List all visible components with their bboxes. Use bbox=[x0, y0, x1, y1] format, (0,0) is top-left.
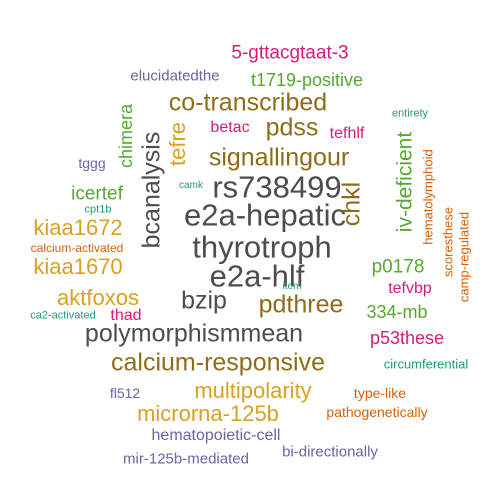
cloud-word: pdss bbox=[265, 113, 319, 142]
cloud-word: t1719-positive bbox=[250, 70, 364, 90]
cloud-word: bi-directionally bbox=[282, 443, 378, 461]
cloud-word: thyrotroph bbox=[192, 229, 332, 265]
cloud-word: calcium-responsive bbox=[111, 348, 325, 377]
cloud-word: scoresthese bbox=[440, 206, 456, 278]
cloud-word: type-like bbox=[353, 385, 407, 401]
cloud-word: mir-125b-mediated bbox=[123, 450, 249, 468]
cloud-word: camk bbox=[179, 180, 203, 191]
cloud-word: pathogenetically bbox=[326, 404, 428, 420]
cloud-word: circumferential bbox=[383, 356, 469, 372]
cloud-word: p53these bbox=[369, 328, 445, 348]
cloud-word: multipolarity bbox=[194, 378, 312, 403]
cloud-word: tefre bbox=[165, 121, 190, 167]
cloud-word: thad bbox=[110, 307, 142, 324]
cloud-word: rs738499 bbox=[212, 169, 342, 205]
cloud-word: kiaa1670 bbox=[33, 254, 123, 279]
cloud-word: calcium-activated bbox=[30, 241, 124, 255]
cloud-word: chimera bbox=[116, 103, 136, 169]
cloud-word: aktfoxos bbox=[57, 285, 139, 310]
cloud-word: signallingour bbox=[208, 143, 350, 172]
cloud-word: 5-gttacgtaat-3 bbox=[231, 42, 349, 64]
cloud-word: tefvbp bbox=[388, 280, 432, 297]
cloud-word: polymorphismmean bbox=[84, 319, 304, 348]
cloud-word: fl512 bbox=[109, 385, 141, 401]
cloud-word: tefhlf bbox=[329, 125, 365, 142]
cloud-word: bcanalysis bbox=[137, 131, 166, 249]
cloud-word: icertef bbox=[71, 183, 123, 205]
cloud-word: pdthree bbox=[258, 290, 344, 319]
cloud-word: e2a-hepatic bbox=[183, 197, 347, 233]
cloud-word: co-transcribed bbox=[168, 88, 328, 117]
cloud-word: microrna-125b bbox=[137, 401, 279, 426]
cloud-word: tggg bbox=[78, 155, 106, 171]
cloud-word: entirety bbox=[391, 107, 429, 120]
cloud-word: p0178 bbox=[371, 256, 425, 278]
cloud-word: elucidatedthe bbox=[130, 67, 220, 85]
cloud-word: bzip bbox=[181, 286, 227, 315]
cloud-word: cpt1b bbox=[84, 203, 112, 216]
cloud-word: kiaa1672 bbox=[33, 215, 123, 240]
cloud-word: iv-deficient bbox=[393, 131, 417, 233]
cloud-word: hematopoietic-cell bbox=[151, 427, 281, 444]
cloud-word: hematolymphoid bbox=[420, 149, 436, 245]
cloud-word: item bbox=[282, 281, 302, 292]
cloud-word: e2a-hlf bbox=[209, 258, 305, 294]
cloud-word: betac bbox=[210, 119, 250, 136]
cloud-word: 334-mb bbox=[366, 302, 428, 322]
cloud-word: chkl bbox=[337, 181, 366, 227]
cloud-word: ca2-activated bbox=[30, 309, 96, 322]
cloud-word: camp-regulated bbox=[456, 211, 472, 303]
